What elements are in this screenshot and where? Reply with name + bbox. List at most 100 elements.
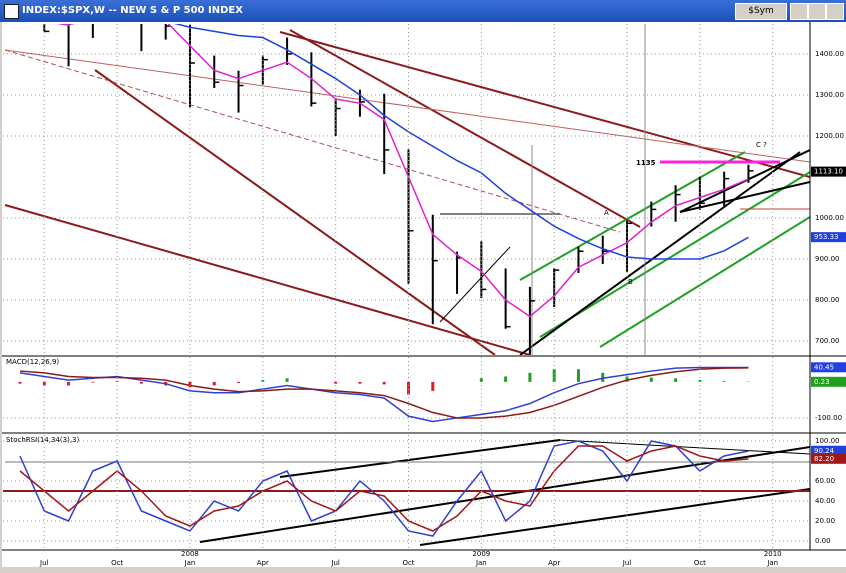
histogram-bar	[504, 376, 508, 382]
histogram-bar	[91, 381, 95, 383]
y-tick-label: 1000.00	[815, 214, 844, 222]
value-tag	[811, 232, 846, 243]
value-tag	[811, 376, 846, 387]
x-year-label: 2010	[764, 550, 782, 558]
channel-line	[599, 216, 810, 348]
trend-lines	[5, 439, 810, 546]
value-tag-label: 40.45	[814, 363, 834, 371]
minimize-button[interactable]	[790, 3, 808, 20]
histogram-bar	[625, 376, 629, 382]
trend-lines	[4, 24, 810, 355]
y-tick-label: 100.00	[815, 437, 840, 445]
window-title: INDEX:$SPX,W -- NEW S & P 500 INDEX	[22, 5, 243, 16]
app-icon	[4, 4, 19, 19]
y-tick-label: 700.00	[815, 337, 840, 345]
histogram-bar	[431, 381, 435, 391]
panel-title: MACD(12,26,9)	[6, 358, 59, 366]
x-year-label: 2009	[472, 550, 490, 558]
histogram-bar	[212, 381, 216, 386]
value-tag-label: 0.23	[814, 378, 830, 386]
value-tag-label: 953.33	[814, 233, 839, 241]
chart: A B C ? 1135 700.00 800.00 900.00 1000.00 12…	[2, 22, 846, 567]
value-tag	[811, 166, 846, 177]
channel-line	[419, 488, 810, 546]
y-tick-label: -100.00	[815, 414, 842, 422]
x-tick-label: Apr	[548, 559, 560, 567]
series-line	[19, 367, 749, 419]
x-tick-label: Jan	[184, 559, 196, 567]
x-tick-label: Oct	[402, 559, 414, 567]
trend-line	[4, 204, 531, 355]
histogram-bar	[188, 381, 192, 388]
x-tick-label: Jul	[39, 559, 49, 567]
x-tick-label: Jul	[622, 559, 632, 567]
histogram-bar	[552, 369, 556, 382]
histogram-bar	[18, 381, 22, 384]
y-tick-label: 20.00	[815, 517, 835, 525]
histogram-bar	[261, 380, 265, 382]
value-tag-label: 90.24	[814, 447, 835, 455]
value-tag	[811, 453, 846, 464]
channel-line	[199, 446, 810, 543]
x-tick-label: Jul	[330, 559, 340, 567]
stoch-panel	[3, 435, 810, 550]
y-tick-label: 800.00	[815, 296, 840, 304]
histogram-bar	[698, 380, 702, 382]
trend-line	[679, 181, 810, 213]
trend-line	[439, 246, 511, 323]
histogram-bar	[601, 372, 605, 382]
trend-line	[94, 69, 496, 355]
histogram-bar	[382, 381, 386, 385]
annotation: A	[604, 209, 609, 217]
annotation: 1135	[636, 159, 656, 167]
histogram-bar	[334, 381, 338, 384]
y-tick-label: 1200.00	[815, 132, 844, 140]
value-tag-label: 1113.10	[814, 168, 843, 176]
x-tick-label: Oct	[111, 559, 123, 567]
x-tick-label: Jan	[475, 559, 487, 567]
histogram-bar	[237, 381, 241, 383]
trend-line	[519, 151, 801, 355]
annotation: C ?	[756, 141, 767, 149]
close-button[interactable]	[826, 3, 844, 20]
title-bar: INDEX:$SPX,W -- NEW S & P 500 INDEX $Sym	[0, 0, 846, 22]
trend-line	[4, 49, 621, 233]
y-tick-label: 1400.00	[815, 50, 844, 58]
maximize-button[interactable]	[808, 3, 826, 20]
histogram-bar	[285, 378, 289, 382]
trend-line	[559, 439, 810, 455]
histogram-bar	[528, 372, 532, 382]
price-panel: A B C ? 1135	[3, 24, 810, 355]
histogram-bar	[139, 381, 143, 384]
annotation: B	[628, 278, 633, 286]
panel-title: StochRSI(14,34(3),3)	[6, 436, 79, 444]
x-tick-label: Oct	[694, 559, 706, 567]
channel-line	[539, 171, 810, 338]
y-tick-label: 60.00	[815, 477, 835, 485]
histogram-bar	[479, 378, 483, 382]
series-line	[56, 24, 749, 318]
y-tick-label: 900.00	[815, 255, 840, 263]
channel-line	[279, 439, 561, 478]
histogram-bar	[722, 381, 726, 382]
trend-line	[4, 49, 810, 163]
value-tag	[811, 362, 846, 373]
histogram-bar	[42, 381, 46, 386]
y-tick-label: 1300.00	[815, 91, 844, 99]
series-line	[19, 445, 749, 532]
y-tick-label: 0.00	[815, 537, 831, 545]
series-line	[19, 440, 749, 537]
chart-background	[2, 22, 846, 567]
x-year-label: 2008	[181, 550, 199, 558]
series-line	[19, 366, 749, 423]
value-tag	[811, 445, 846, 456]
histogram-bar	[674, 378, 678, 382]
y-tick-label: 40.00	[815, 497, 835, 505]
histogram-bar	[576, 369, 580, 382]
x-tick-label: Apr	[257, 559, 269, 567]
symbol-button[interactable]: $Sym	[735, 3, 787, 20]
x-tick-label: Jan	[766, 559, 778, 567]
trend-line	[289, 29, 641, 228]
channel-line	[519, 151, 746, 281]
